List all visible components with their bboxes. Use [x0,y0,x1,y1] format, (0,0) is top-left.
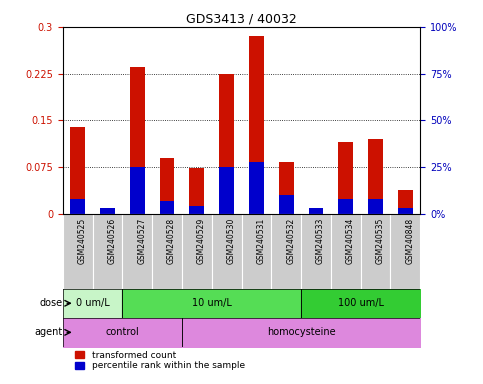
Text: GSM240535: GSM240535 [376,218,384,264]
Text: GSM240533: GSM240533 [316,218,325,264]
Text: control: control [105,328,139,338]
Bar [249,36,264,214]
Text: GSM240529: GSM240529 [197,218,206,264]
Bar [159,201,174,214]
FancyBboxPatch shape [271,214,301,289]
Bar [249,162,264,214]
FancyBboxPatch shape [301,214,331,289]
Bar [219,167,234,214]
Bar [189,207,204,214]
Legend: transformed count, percentile rank within the sample: transformed count, percentile rank withi… [74,350,246,371]
Bar [70,199,85,214]
Bar [130,167,145,214]
Bar [219,74,234,214]
Text: 100 um/L: 100 um/L [338,298,384,308]
FancyBboxPatch shape [390,214,420,289]
Text: GSM240526: GSM240526 [108,218,116,264]
FancyBboxPatch shape [63,214,93,289]
Bar [100,208,115,214]
Text: agent: agent [35,328,63,338]
Bar [368,199,383,214]
FancyBboxPatch shape [361,214,390,289]
FancyBboxPatch shape [93,214,122,289]
Bar [189,169,204,214]
FancyBboxPatch shape [122,214,152,289]
Text: GSM240530: GSM240530 [227,218,236,264]
FancyBboxPatch shape [331,214,361,289]
Bar [279,162,294,214]
FancyBboxPatch shape [212,214,242,289]
FancyBboxPatch shape [182,214,212,289]
Bar [70,127,85,214]
Text: GSM240848: GSM240848 [405,218,414,264]
Bar [398,208,413,214]
Text: homocysteine: homocysteine [267,328,335,338]
Bar [338,199,353,214]
Bar [398,190,413,214]
Title: GDS3413 / 40032: GDS3413 / 40032 [186,13,297,26]
Text: GSM240532: GSM240532 [286,218,295,264]
Bar [309,208,324,214]
Bar [309,208,324,214]
Bar [338,142,353,214]
Text: GSM240525: GSM240525 [78,218,86,264]
Bar [368,139,383,214]
Text: GSM240528: GSM240528 [167,218,176,264]
Bar [130,68,145,214]
Bar [100,208,115,214]
Text: 0 um/L: 0 um/L [76,298,110,308]
Text: 10 um/L: 10 um/L [192,298,232,308]
FancyBboxPatch shape [242,214,271,289]
Text: GSM240531: GSM240531 [256,218,265,264]
Text: GSM240527: GSM240527 [137,218,146,264]
FancyBboxPatch shape [152,214,182,289]
Bar [159,158,174,214]
Text: GSM240534: GSM240534 [346,218,355,264]
Bar [279,195,294,214]
Text: dose: dose [40,298,63,308]
